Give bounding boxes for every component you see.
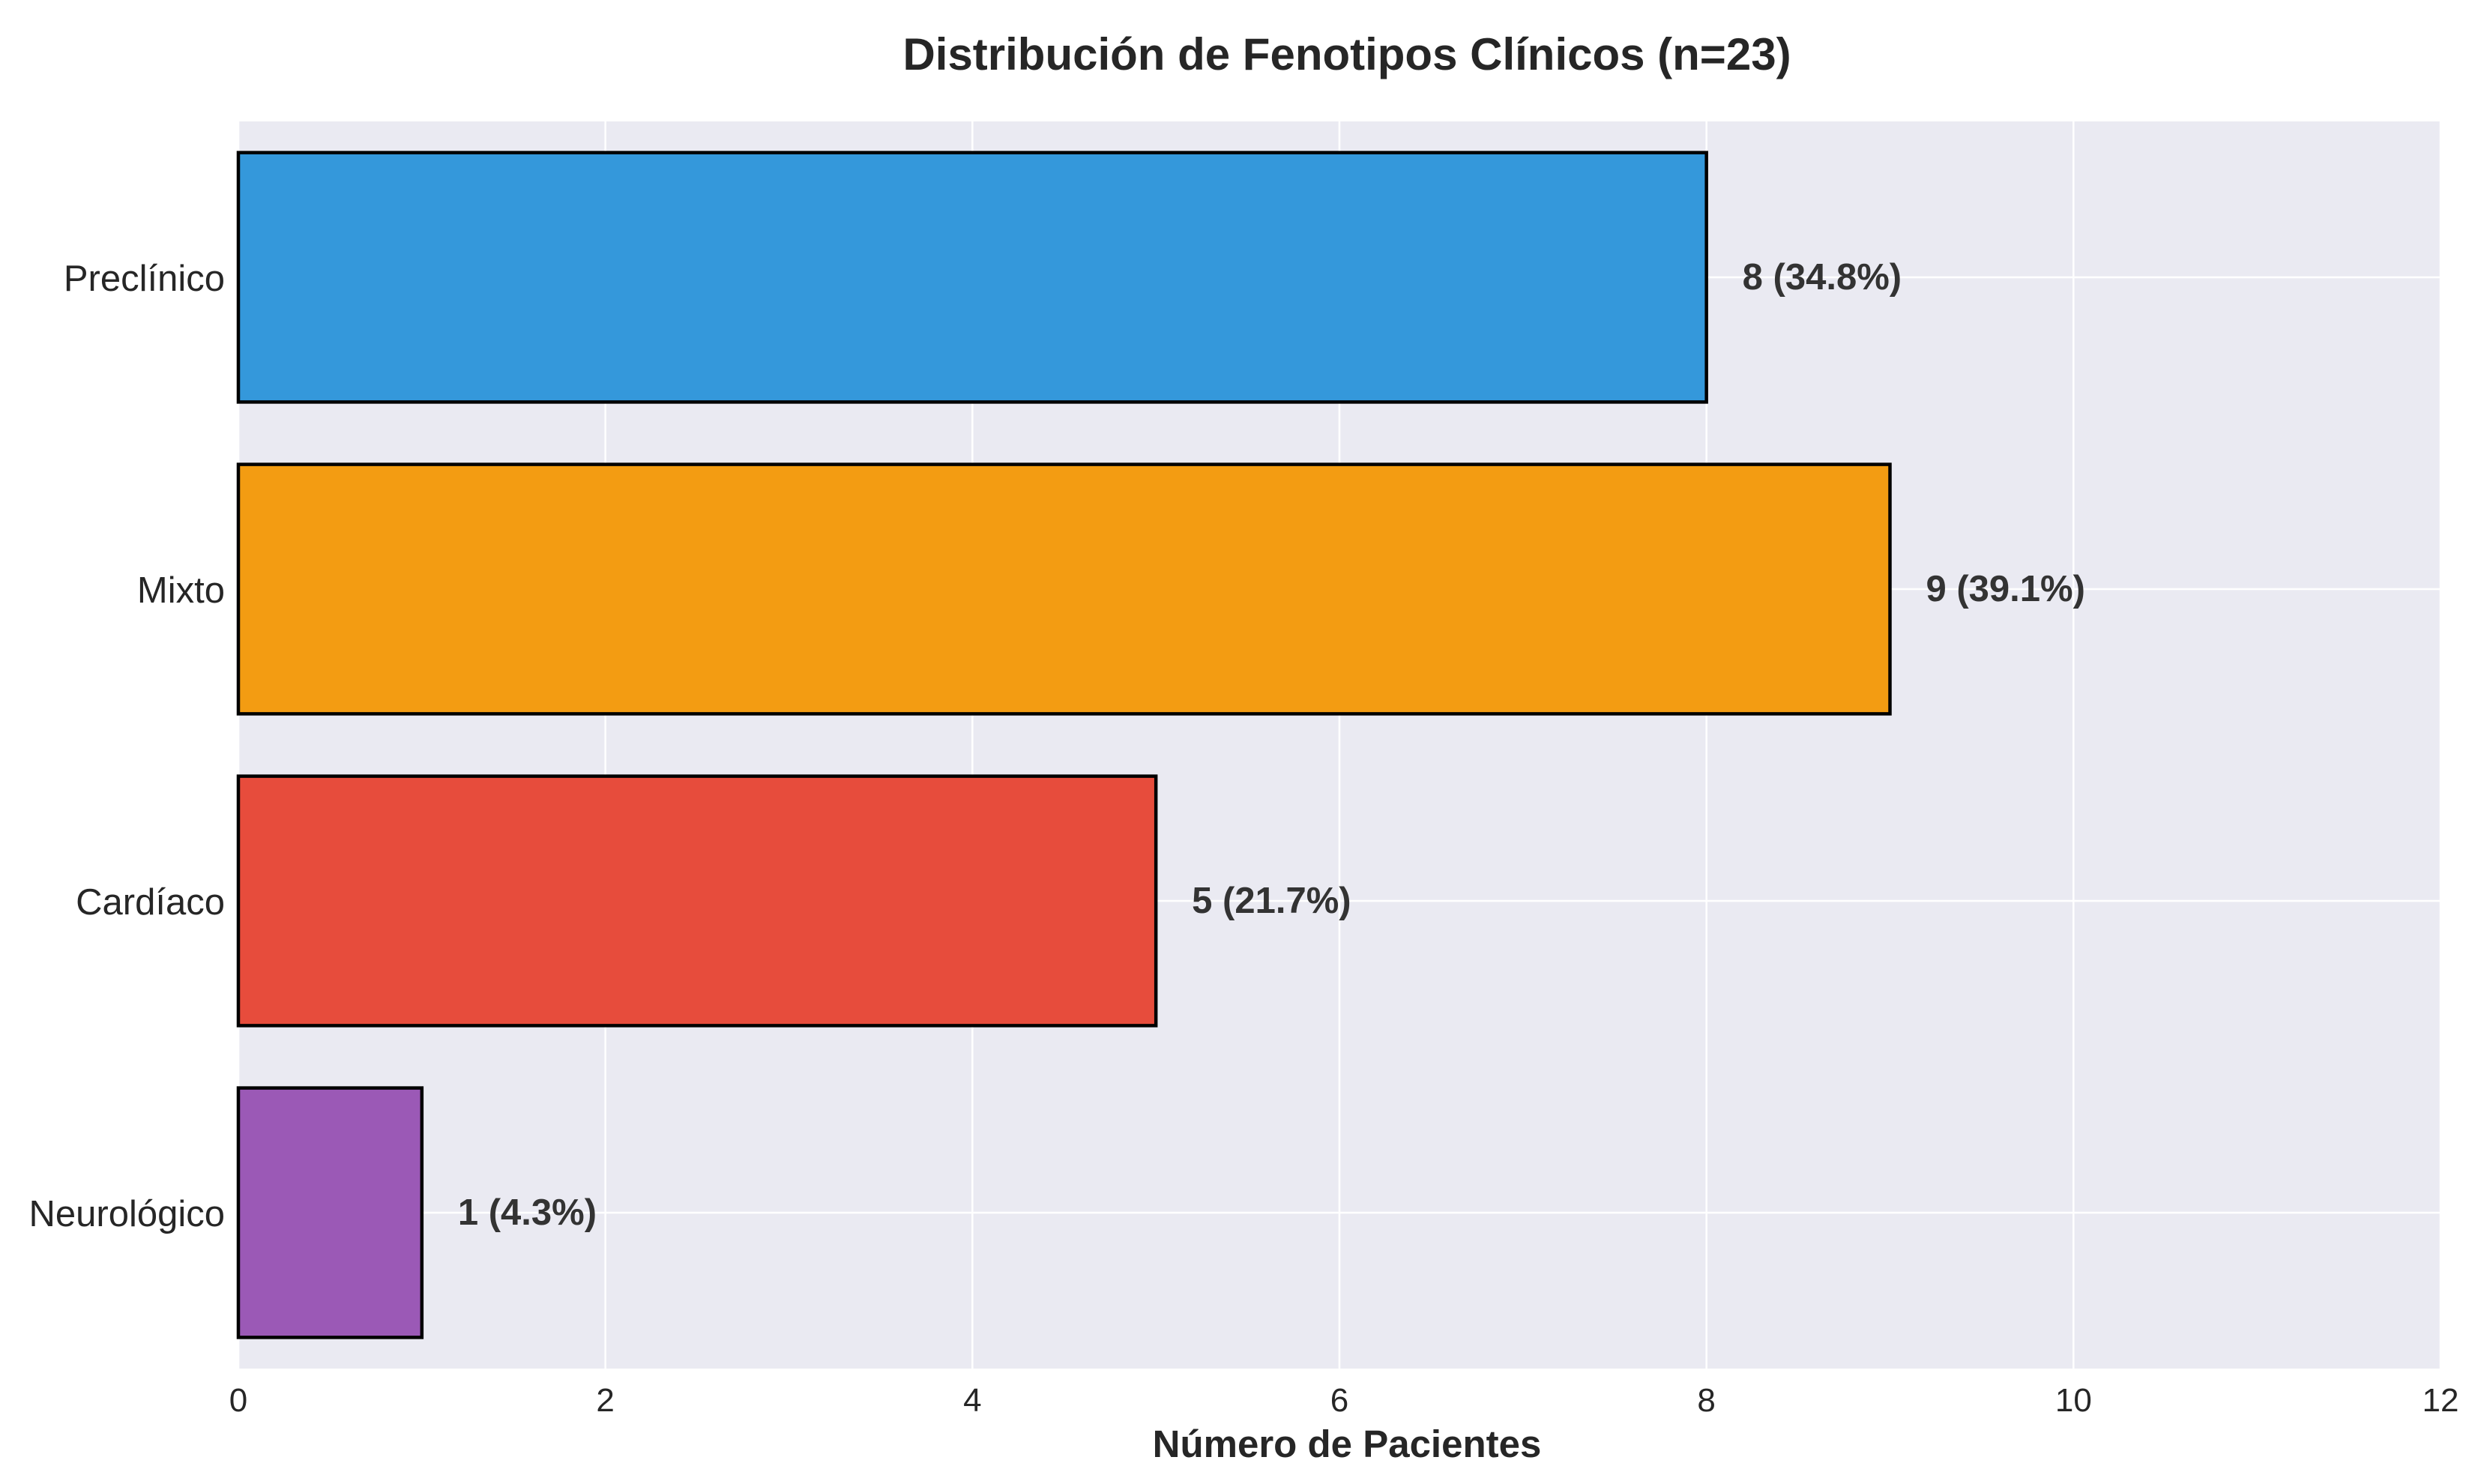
value-label: 5 (21.7%) xyxy=(1192,881,1351,921)
bar xyxy=(236,462,1892,716)
bar xyxy=(236,1086,424,1339)
bar xyxy=(236,151,1708,404)
x-tick-label: 0 xyxy=(229,1382,247,1419)
x-tick-label: 10 xyxy=(2055,1382,2092,1419)
category-label: Mixto xyxy=(137,570,225,611)
x-tick-label: 6 xyxy=(1330,1382,1348,1419)
x-tick-label: 12 xyxy=(2423,1382,2459,1419)
x-tick-label: 2 xyxy=(596,1382,614,1419)
chart-title: Distribución de Fenotipos Clínicos (n=23… xyxy=(902,29,1791,79)
value-label: 1 (4.3%) xyxy=(458,1192,597,1233)
category-label: Neurológico xyxy=(29,1194,226,1234)
bars xyxy=(236,151,1892,1339)
x-axis-title: Número de Pacientes xyxy=(1153,1423,1542,1465)
x-tick-labels: 0 2 4 6 8 10 12 xyxy=(229,1382,2459,1419)
category-label: Cardíaco xyxy=(76,882,225,923)
value-label: 9 (39.1%) xyxy=(1926,569,2085,609)
category-labels: Preclínico Mixto Cardíaco Neurológico xyxy=(29,259,226,1234)
bar xyxy=(236,774,1158,1028)
x-tick-label: 8 xyxy=(1697,1382,1715,1419)
value-labels: 8 (34.8%) 9 (39.1%) 5 (21.7%) 1 (4.3%) xyxy=(458,257,2085,1233)
x-tick-label: 4 xyxy=(963,1382,981,1419)
value-label: 8 (34.8%) xyxy=(1743,257,1902,298)
category-label: Preclínico xyxy=(64,259,225,299)
